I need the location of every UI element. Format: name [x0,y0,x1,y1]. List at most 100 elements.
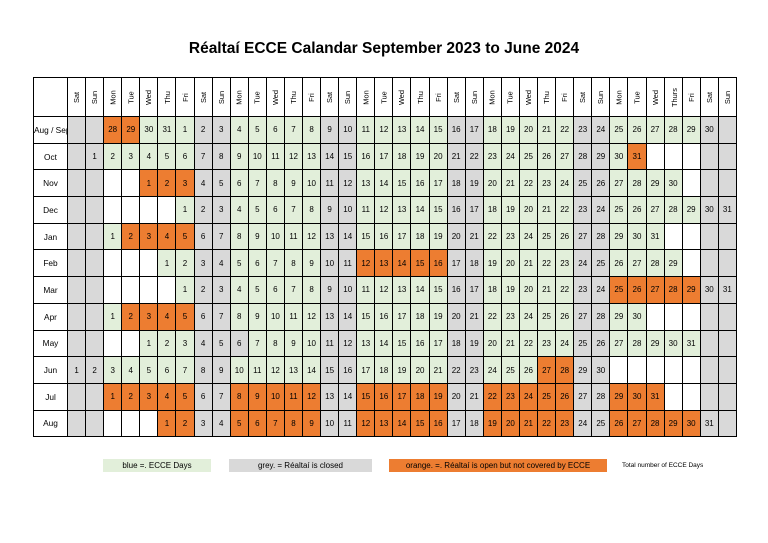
day-header-label: Sat [704,91,714,103]
day-cell: 2 [157,329,177,358]
day-cell: 9 [320,276,340,304]
day-cell: 17 [356,356,376,384]
day-cell [717,169,737,198]
day-cell: 27 [645,116,665,144]
day-cell: 15 [392,169,412,198]
day-cell: 13 [320,302,340,331]
day-cell: 15 [428,276,448,304]
day-cell: 30 [627,222,647,251]
day-cell [645,302,665,331]
day-cell: 1 [85,142,105,171]
day-cell: 5 [247,116,267,144]
day-cell [681,249,701,278]
day-cell [139,276,159,304]
day-cell [139,249,159,278]
day-header-label: Thu [415,90,425,104]
day-cell [66,302,87,331]
day-cell: 15 [410,409,430,438]
day-cell: 3 [175,329,195,358]
day-cell: 4 [229,276,249,304]
day-cell [66,196,87,224]
day-cell: 14 [374,329,394,358]
day-cell: 7 [175,356,195,384]
day-cell: 21 [428,356,448,384]
day-header-label: Wed [270,89,280,105]
day-cell: 18 [374,356,394,384]
day-cell: 8 [211,142,231,171]
day-cell: 27 [555,142,575,171]
day-cell [85,116,105,144]
day-header: Wed [265,77,285,117]
total-ecce-days-label: Total number of ECCE Days [622,462,704,469]
day-cell: 18 [392,142,412,171]
day-header: Sun [338,77,358,117]
day-cell: 26 [627,276,647,304]
day-cell: 2 [175,409,195,438]
day-header: Sun [211,77,231,117]
day-cell: 18 [482,116,502,144]
day-header: Sat [699,77,719,117]
day-cell: 30 [663,329,683,358]
day-cell [85,169,105,198]
day-cell: 20 [518,276,539,304]
day-cell: 18 [482,196,502,224]
day-cell: 22 [537,249,557,278]
day-cell: 1 [175,116,195,144]
day-cell: 3 [139,382,159,411]
day-header: Tue [500,77,520,117]
month-row: Dec 1 2 3 4 5 6 7 8 9 10 11 12 13 14 15 16 17 18 19 20 21 22 23… [33,196,737,224]
day-cell [717,222,737,251]
day-cell: 11 [338,249,358,278]
day-cell: 15 [356,302,376,331]
month-label: Jan [33,222,68,251]
day-cell: 7 [247,329,267,358]
day-cell: 10 [338,116,358,144]
day-cell: 23 [555,249,575,278]
day-header-label: Sun [596,90,606,104]
day-header: Fri [555,77,575,117]
day-cell: 20 [482,329,502,358]
day-cell: 30 [627,382,647,411]
day-cell: 4 [121,356,141,384]
day-cell: 5 [247,196,267,224]
day-cell: 29 [663,249,683,278]
day-cell: 25 [518,142,539,171]
day-cell: 7 [193,142,213,171]
day-cell: 24 [555,169,575,198]
day-header: Thu [410,77,430,117]
day-header-label: Sat [451,91,461,103]
calendar-title: Réaltaí ECCE Calandar September 2023 to … [188,40,580,57]
day-cell: 20 [446,222,466,251]
day-cell: 11 [247,356,267,384]
corner-cell [33,77,68,117]
day-cell: 15 [320,356,340,384]
day-cell: 19 [464,329,484,358]
day-cell: 17 [446,409,466,438]
day-cell: 28 [627,329,647,358]
day-cell: 31 [717,276,737,304]
day-cell: 7 [247,169,267,198]
day-cell: 15 [410,249,430,278]
day-cell: 6 [265,276,285,304]
day-cell: 22 [464,142,484,171]
day-cell [627,356,647,384]
day-cell: 4 [229,116,249,144]
day-cell: 9 [229,142,249,171]
day-header-label: Mon [234,89,244,105]
month-label: Dec [33,196,68,224]
day-cell: 6 [193,382,213,411]
day-cell: 9 [302,409,322,438]
day-header: Sun [464,77,484,117]
day-cell: 22 [482,302,502,331]
day-cell: 13 [283,356,304,384]
day-cell: 25 [537,382,557,411]
day-cell: 20 [518,196,539,224]
day-header: Thu [157,77,177,117]
day-cell: 24 [591,116,611,144]
legend-orange-not-covered: orange. =. Réaltaí is open but not cover… [389,459,607,472]
day-header-label: Fri [433,92,443,102]
day-cell [85,382,105,411]
day-cell: 24 [518,302,539,331]
day-cell [66,329,87,358]
day-cell: 29 [121,116,141,144]
